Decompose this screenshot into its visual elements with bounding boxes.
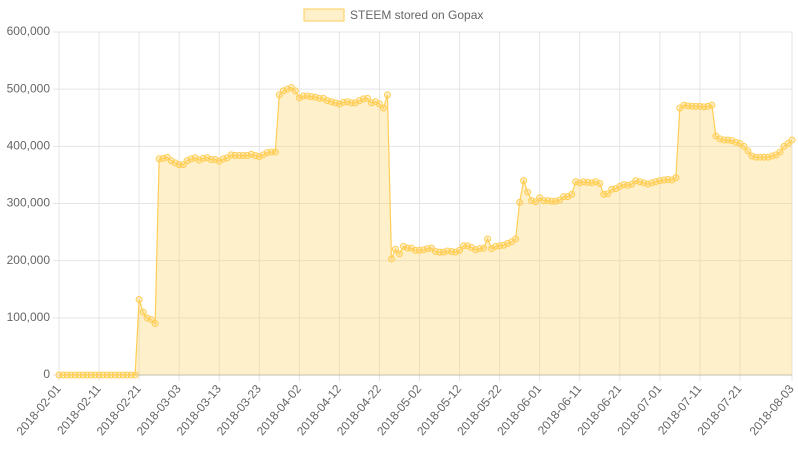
point [516,198,524,206]
point [271,148,279,156]
y-tick-label: 200,000 [7,253,51,267]
y-tick-label: 600,000 [7,24,51,38]
point [275,91,283,99]
point [387,255,395,263]
point [391,245,399,253]
y-tick-label: 0 [43,367,50,381]
point [672,174,680,182]
point [135,296,143,304]
point [147,316,155,324]
point [456,246,464,254]
point [708,101,716,109]
point [383,91,391,99]
point [179,161,187,169]
point [532,198,540,206]
point [139,308,147,316]
point [524,188,532,196]
point [604,190,612,198]
point [744,147,752,155]
line [59,86,793,376]
legend-swatch [303,8,345,22]
point [596,179,604,187]
y-tick-label: 400,000 [7,139,51,153]
point [375,100,383,108]
point [151,320,159,328]
area [59,87,792,376]
point [568,190,576,198]
point [363,94,371,102]
point [395,250,403,258]
point [379,104,387,112]
point [520,177,528,185]
point [512,235,520,243]
legend-label: STEEM stored on Gopax [350,8,483,22]
y-tick-label: 300,000 [7,196,51,210]
y-tick-label: 100,000 [7,310,51,324]
x-tick-label: 2018-08-03 [747,382,797,438]
point [131,371,139,379]
point [788,136,796,144]
y-tick-label: 500,000 [7,81,51,95]
point [740,142,748,150]
point [484,235,492,243]
point [480,244,488,252]
point [776,148,784,156]
point [291,87,299,95]
